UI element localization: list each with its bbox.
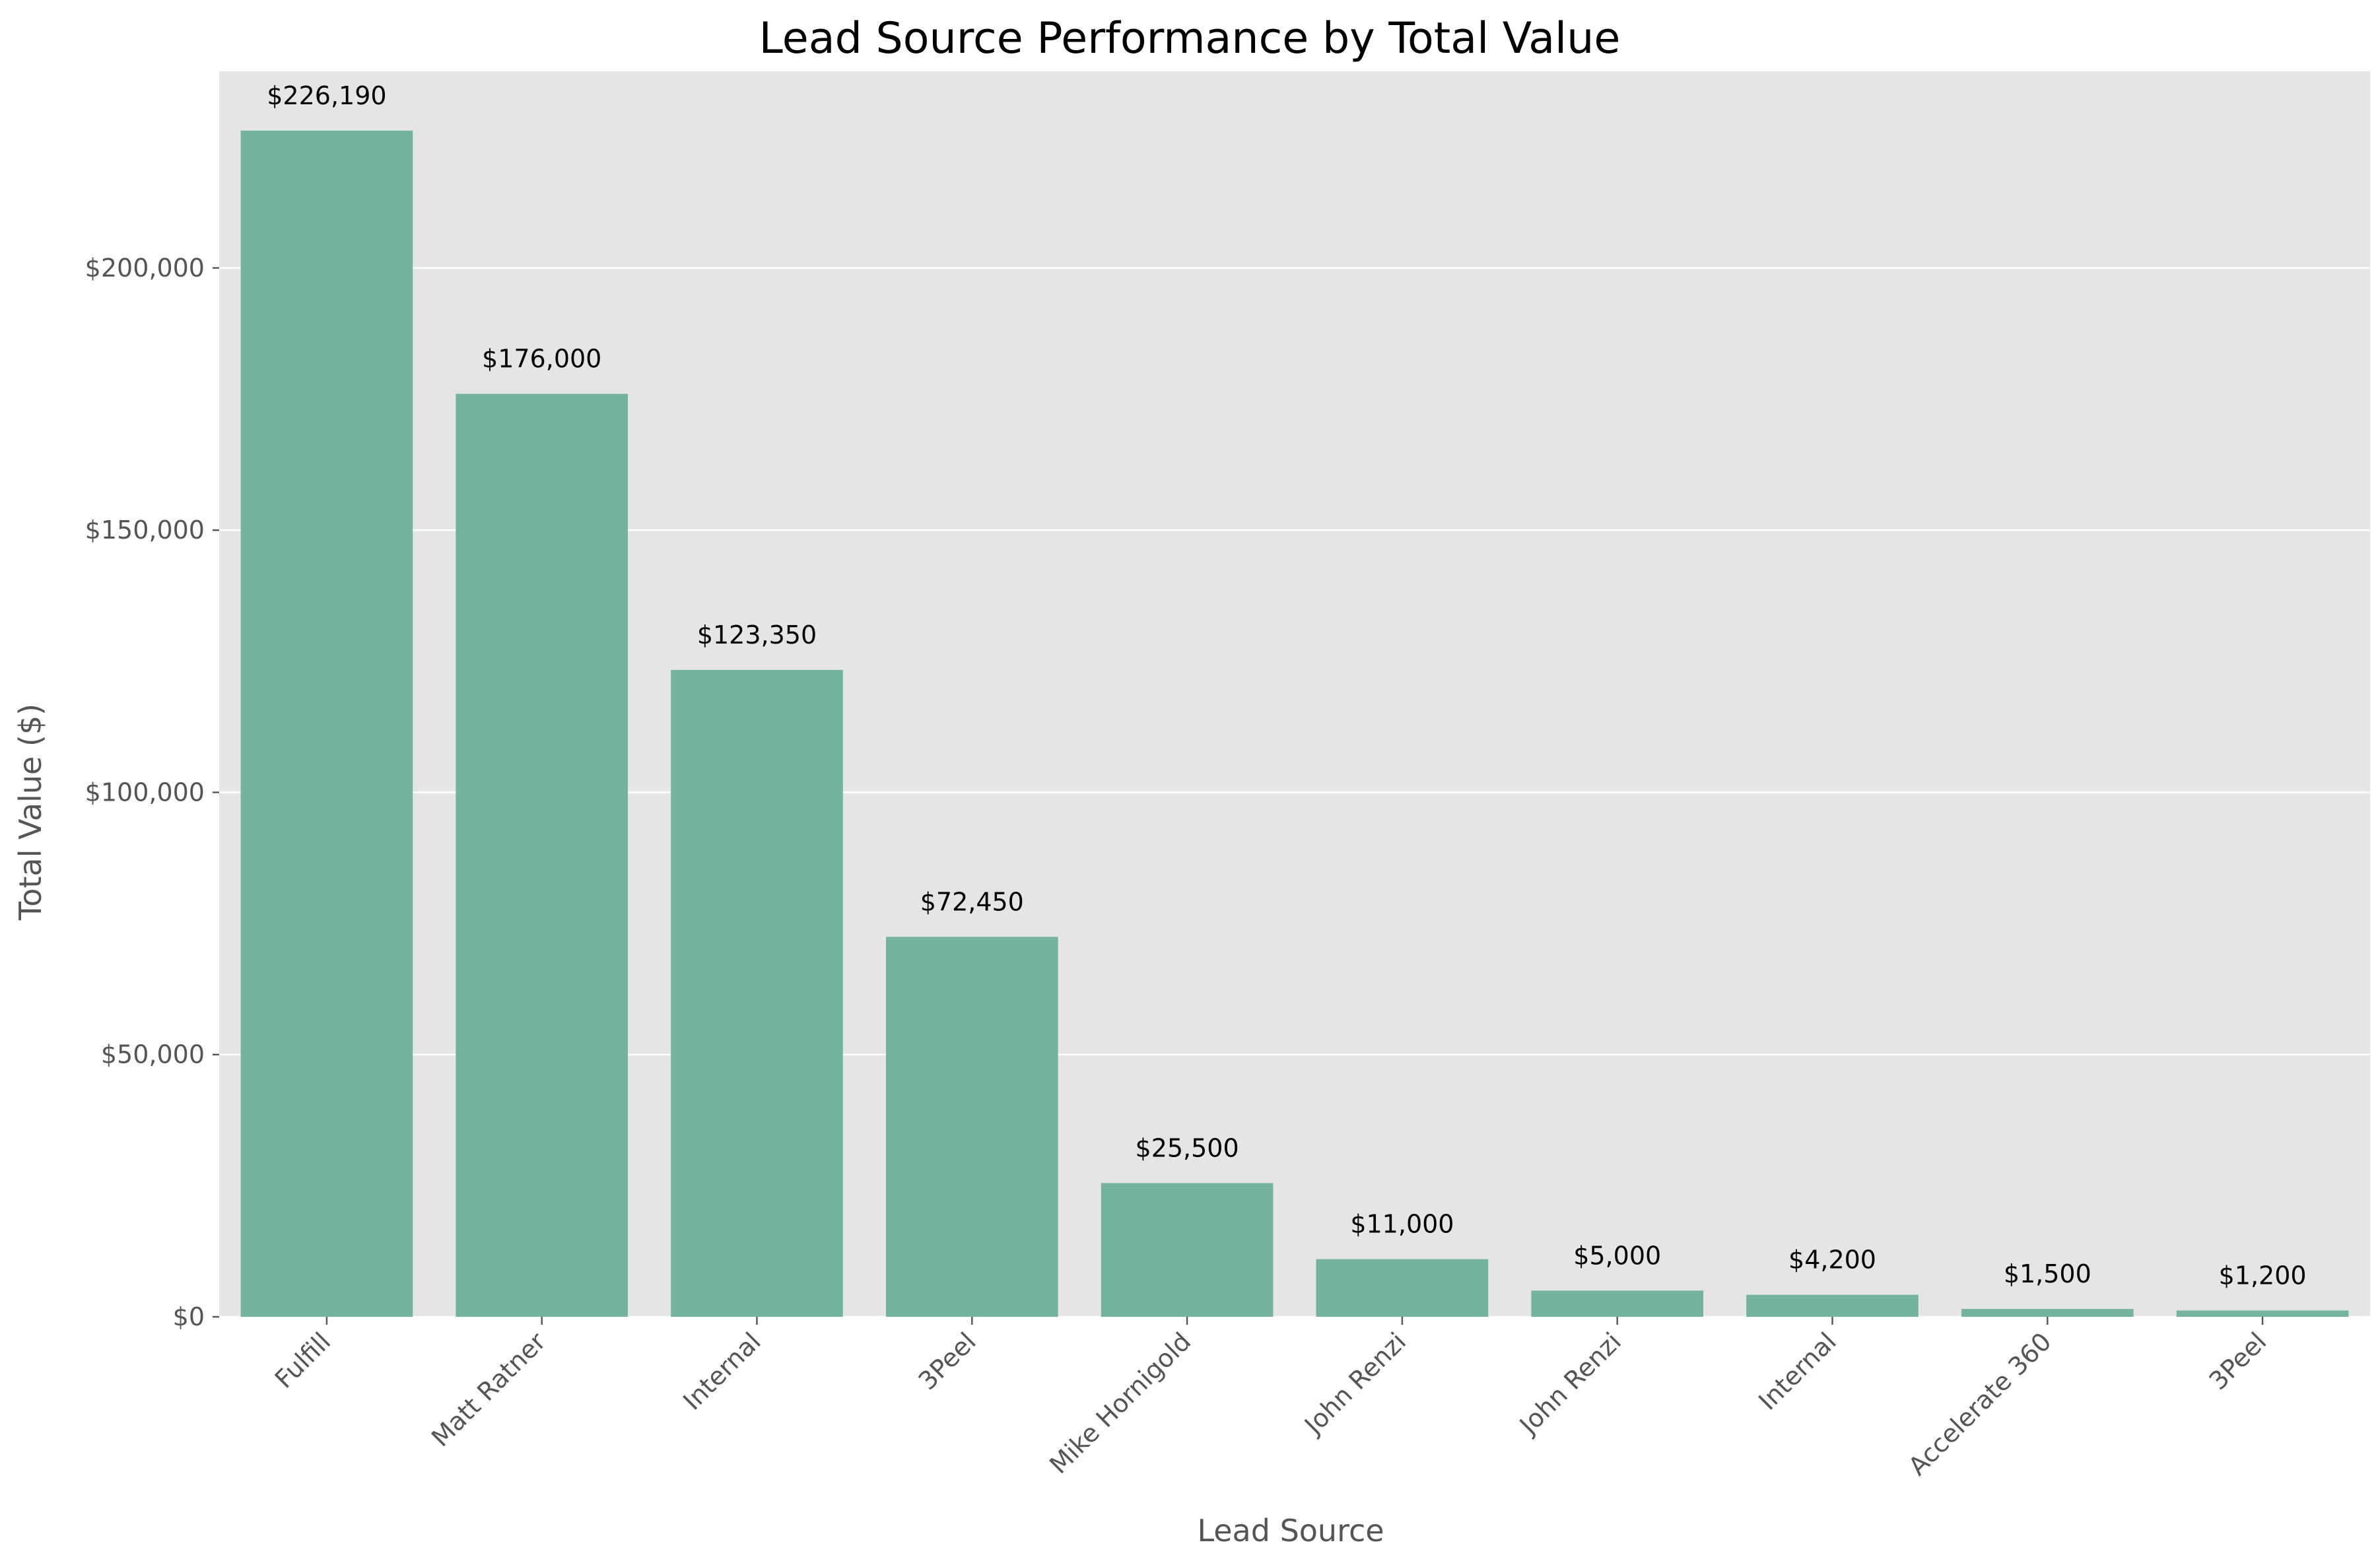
x-tick-label: Fulfill <box>269 1327 336 1393</box>
x-tick-label: 3Peel <box>2203 1327 2272 1395</box>
bar <box>671 669 843 1317</box>
x-tick-label: Internal <box>1753 1327 1842 1416</box>
x-tick-label: 3Peel <box>913 1327 982 1395</box>
bar <box>1531 1290 1704 1317</box>
bar <box>456 393 629 1317</box>
y-axis: $0 $50,000 $100,000 $150,000 $200,000 <box>85 253 219 1331</box>
y-tick-label: $0 <box>173 1302 205 1331</box>
y-axis-label: Total Value ($) <box>13 704 48 921</box>
x-tick-label: Accelerate 360 <box>1903 1327 2057 1481</box>
x-tick-label: Matt Ratner <box>426 1327 551 1452</box>
bar <box>885 937 1058 1317</box>
bars <box>240 130 2349 1317</box>
bar-value-label: $25,500 <box>1136 1133 1239 1162</box>
x-axis: Fulfill Matt Ratner Internal 3Peel Mike Horn… <box>269 1317 2272 1481</box>
bar <box>240 130 413 1317</box>
x-axis-label: Lead Source <box>1197 1513 1384 1548</box>
bar-value-label: $4,200 <box>1788 1246 1876 1275</box>
bar-value-label: $123,350 <box>697 620 817 649</box>
bar-value-label: $1,500 <box>2004 1259 2091 1288</box>
x-tick-label: John Renzi <box>1513 1327 1627 1440</box>
bar <box>1316 1259 1489 1317</box>
bar <box>2176 1310 2349 1317</box>
y-tick-label: $200,000 <box>85 253 205 283</box>
x-tick-label: John Renzi <box>1298 1327 1411 1440</box>
x-tick-label: Internal <box>677 1327 766 1416</box>
bar-value-label: $72,450 <box>920 887 1024 916</box>
bar-value-label: $5,000 <box>1573 1241 1661 1270</box>
bar-value-label: $226,190 <box>267 81 386 110</box>
bar <box>1746 1294 1919 1317</box>
chart-title: Lead Source Performance by Total Value <box>759 14 1621 63</box>
y-tick-label: $50,000 <box>101 1040 205 1069</box>
x-tick-label: Mike Hornigold <box>1044 1327 1196 1479</box>
bar-value-label: $1,200 <box>2219 1261 2307 1290</box>
bar <box>1101 1183 1274 1317</box>
bar <box>1961 1309 2134 1317</box>
y-tick-label: $150,000 <box>85 515 205 545</box>
bar-value-label: $176,000 <box>482 345 601 374</box>
y-tick-label: $100,000 <box>85 778 205 807</box>
bar-value-label: $11,000 <box>1350 1210 1454 1239</box>
data-labels: $226,190 $176,000 $123,350 $72,450 $25,500 $1… <box>267 81 2306 1290</box>
